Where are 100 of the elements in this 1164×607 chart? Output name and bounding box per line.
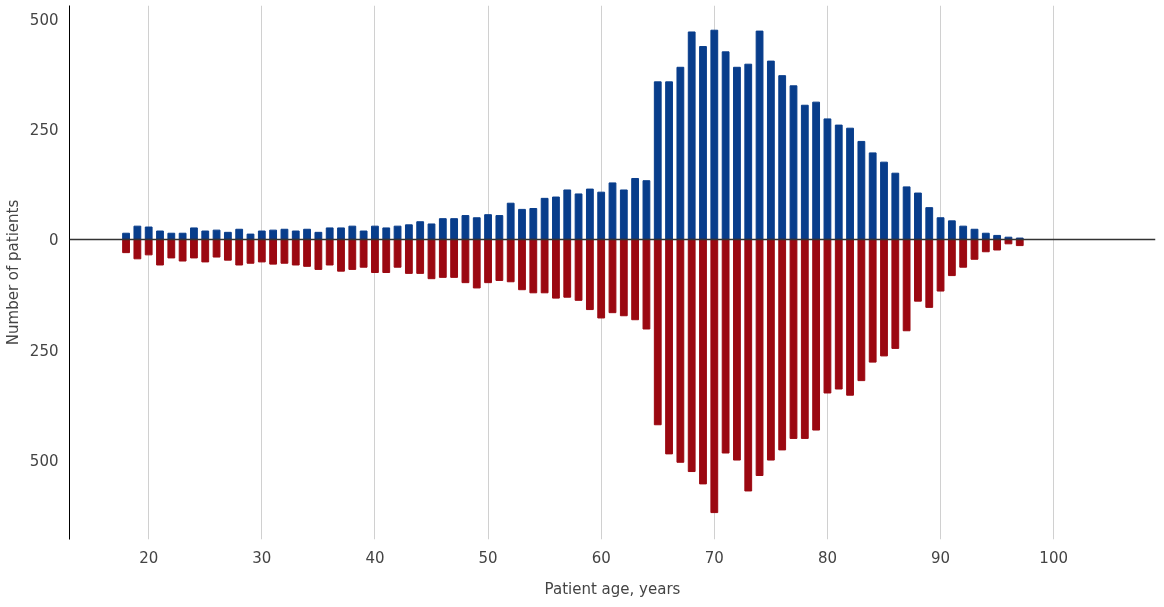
bar (495, 215, 504, 240)
bar (766, 238, 775, 461)
bar (144, 226, 153, 240)
x-axis-title: Patient age, years (544, 579, 681, 598)
bar (133, 225, 142, 240)
bar (314, 231, 323, 240)
bar (868, 152, 877, 240)
bar (190, 238, 198, 259)
bar (608, 238, 617, 314)
bar (461, 238, 470, 284)
bar (552, 196, 560, 240)
bar (789, 85, 798, 240)
bar (495, 238, 504, 281)
bar (665, 81, 673, 240)
bar (359, 238, 368, 268)
bar (687, 238, 696, 473)
x-tick-label: 90 (931, 548, 951, 567)
bar (800, 238, 809, 439)
bar (744, 238, 753, 492)
bar (812, 101, 821, 240)
bar (235, 238, 244, 266)
bar (314, 238, 323, 270)
bar (676, 238, 685, 463)
bar (619, 189, 628, 240)
y-tick-label: 0 (48, 231, 59, 250)
bar (156, 230, 164, 240)
bar (687, 31, 696, 240)
bar (631, 238, 640, 321)
bar (642, 180, 651, 240)
bar (518, 208, 526, 240)
bar (280, 238, 289, 264)
bar (472, 217, 481, 240)
bar (212, 238, 221, 258)
x-tick-label: 70 (704, 548, 724, 567)
bar (947, 238, 956, 277)
bar (619, 238, 628, 317)
bar (699, 238, 707, 485)
x-tick-label: 60 (591, 548, 611, 567)
bar (597, 238, 606, 319)
bar (800, 104, 809, 240)
bar (823, 118, 832, 240)
bar (981, 238, 990, 253)
bar (156, 238, 164, 266)
bar (144, 238, 153, 256)
bar (382, 238, 391, 273)
bar (778, 75, 787, 240)
bar (427, 238, 436, 280)
bar (880, 161, 888, 240)
bar (665, 238, 673, 455)
bar (235, 228, 244, 240)
bar (970, 228, 979, 240)
bar (506, 202, 515, 240)
bar (755, 238, 764, 477)
bar (461, 215, 470, 240)
bar (947, 220, 956, 240)
bar (246, 238, 255, 264)
bar (721, 51, 730, 240)
bar (438, 218, 447, 240)
bar (744, 63, 753, 240)
bar (178, 238, 187, 262)
bar (993, 238, 1002, 251)
bar (257, 230, 266, 240)
x-tick-label: 50 (478, 548, 498, 567)
bar (122, 238, 130, 254)
bar (450, 218, 459, 240)
bar (959, 225, 968, 240)
bar (868, 238, 877, 363)
bar (472, 238, 481, 289)
bar (506, 238, 515, 283)
bar (325, 227, 334, 240)
bar (269, 238, 278, 265)
bar (257, 238, 266, 263)
bar (291, 238, 300, 266)
bar (450, 238, 459, 278)
bar (404, 238, 413, 274)
bar (393, 225, 402, 240)
bar (133, 238, 142, 260)
bar (597, 191, 606, 240)
bar (416, 221, 425, 240)
bar (563, 238, 572, 298)
bar (201, 230, 210, 240)
bar (212, 229, 221, 240)
bar (201, 238, 210, 263)
bar (846, 127, 854, 240)
bar (529, 208, 538, 240)
x-tick-label: 30 (252, 548, 272, 567)
y-tick-label: 500 (29, 452, 59, 471)
bar (190, 227, 198, 240)
bar (959, 238, 968, 268)
bar (970, 238, 979, 260)
bar (642, 238, 651, 330)
bar (359, 230, 368, 240)
bar (755, 30, 764, 240)
bar (812, 238, 821, 431)
bar (574, 238, 583, 301)
bar (914, 192, 922, 240)
bar (891, 238, 900, 349)
bar (438, 238, 447, 278)
bar (291, 230, 300, 240)
bar (891, 172, 900, 240)
